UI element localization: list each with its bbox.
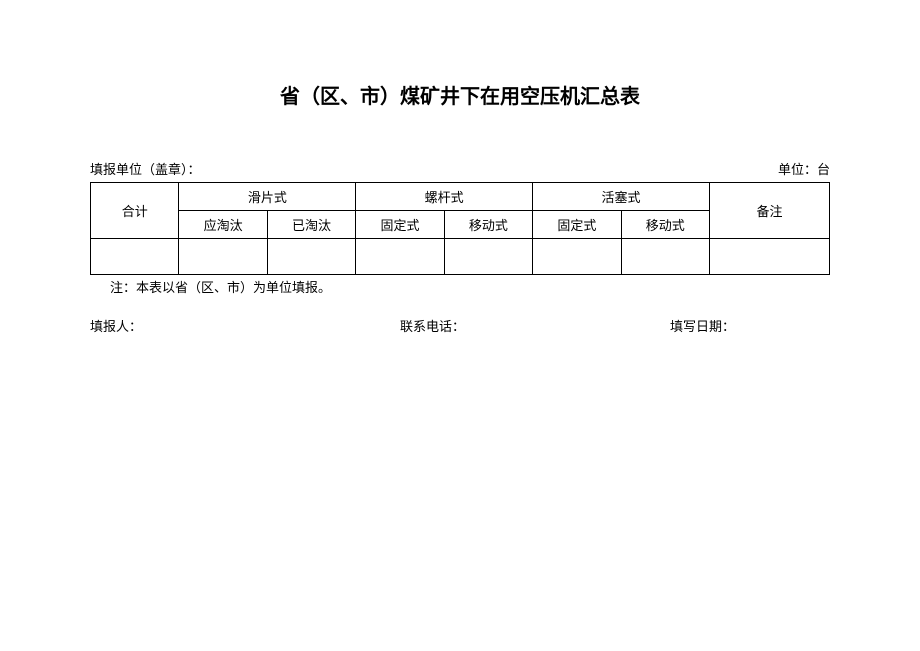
table-row	[91, 239, 830, 275]
cell-screw-mobile	[444, 239, 532, 275]
col-screw-fixed: 固定式	[356, 211, 444, 239]
cell-slide-should	[179, 239, 267, 275]
col-slide-should: 应淘汰	[179, 211, 267, 239]
col-piston: 活塞式	[533, 183, 710, 211]
cell-piston-fixed	[533, 239, 621, 275]
col-screw: 螺杆式	[356, 183, 533, 211]
reporting-unit-label: 填报单位（盖章）：	[90, 159, 201, 178]
col-slide: 滑片式	[179, 183, 356, 211]
summary-table: 合计 滑片式 螺杆式 活塞式 备注 应淘汰 已淘汰 固定式 移动式 固定式 移动…	[90, 182, 830, 275]
col-piston-mobile: 移动式	[621, 211, 709, 239]
unit-label: 单位：台	[778, 159, 830, 178]
col-piston-fixed: 固定式	[533, 211, 621, 239]
cell-slide-done	[267, 239, 355, 275]
table-note: 注：本表以省（区、市）为单位填报。	[110, 277, 830, 296]
cell-piston-mobile	[621, 239, 709, 275]
footer-line: 填报人： 联系电话： 填写日期：	[90, 316, 830, 335]
col-screw-mobile: 移动式	[444, 211, 532, 239]
col-slide-done: 已淘汰	[267, 211, 355, 239]
col-remark: 备注	[710, 183, 830, 239]
page-title: 省（区、市）煤矿井下在用空压机汇总表	[90, 80, 830, 109]
reporter-label: 填报人：	[90, 316, 360, 335]
phone-label: 联系电话：	[360, 316, 670, 335]
cell-remark	[710, 239, 830, 275]
col-total: 合计	[91, 183, 179, 239]
header-line: 填报单位（盖章）： 单位：台	[90, 159, 830, 178]
date-label: 填写日期：	[670, 316, 830, 335]
cell-total	[91, 239, 179, 275]
cell-screw-fixed	[356, 239, 444, 275]
